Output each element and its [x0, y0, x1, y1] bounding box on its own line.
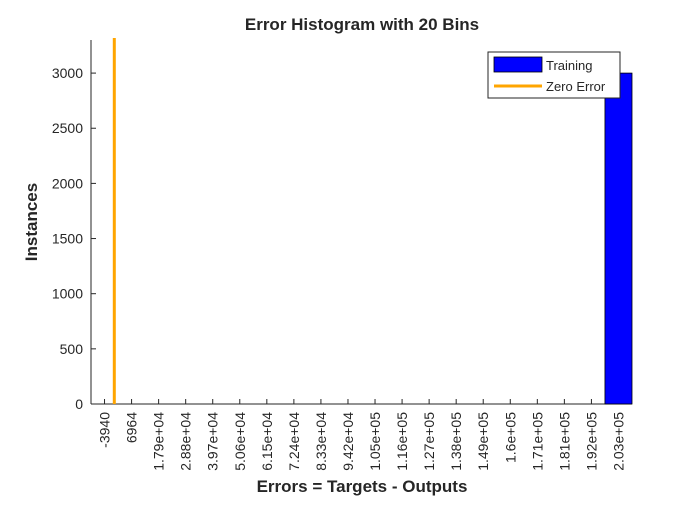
x-tick-label: 3.97e+04: [205, 412, 221, 471]
x-axis-label: Errors = Targets - Outputs: [257, 477, 468, 496]
x-tick-label: 5.06e+04: [232, 412, 248, 471]
histogram-bar: [604, 72, 633, 405]
legend-training-label: Training: [546, 58, 592, 73]
x-tick-label: 1.27e+05: [421, 412, 437, 471]
plot-area: 0 500 1000 1500 2000 2500 3000 -3940 6964 1.79e+0…: [52, 38, 633, 471]
x-tick-label: 1.92e+05: [583, 412, 599, 471]
chart-title: Error Histogram with 20 Bins: [245, 15, 479, 34]
x-tick-label: 1.38e+05: [448, 412, 464, 471]
y-tick-label: 1000: [52, 286, 83, 302]
x-tick-label: 1.79e+04: [151, 412, 167, 471]
x-tick-label: 7.24e+04: [286, 412, 302, 471]
x-tick-label: 8.33e+04: [313, 412, 329, 471]
x-tick-label: 1.81e+05: [556, 412, 572, 471]
y-tick-label: 2500: [52, 120, 83, 136]
x-tick-label: 2.03e+05: [610, 412, 626, 471]
legend-zero-error-label: Zero Error: [546, 79, 606, 94]
y-tick-label: 2000: [52, 175, 83, 191]
y-tick-label: 500: [60, 341, 84, 357]
x-tick-label: 1.49e+05: [475, 412, 491, 471]
x-tick-label: 1.6e+05: [502, 412, 518, 463]
y-tick-label: 3000: [52, 65, 83, 81]
x-tick-label: 9.42e+04: [340, 412, 356, 471]
x-tick-label: 2.88e+04: [178, 412, 194, 471]
x-tick-label: 1.05e+05: [367, 412, 383, 471]
y-tick-label: 1500: [52, 231, 83, 247]
y-axis-label: Instances: [22, 183, 41, 261]
x-tick-label: 6.15e+04: [259, 412, 275, 471]
y-tick-label: 0: [75, 396, 83, 412]
x-tick-label: -3940: [97, 412, 113, 448]
x-tick-label: 1.71e+05: [529, 412, 545, 471]
x-tick-label: 6964: [124, 412, 140, 443]
x-tick-label: 1.16e+05: [394, 412, 410, 471]
legend-training-swatch: [493, 56, 543, 73]
